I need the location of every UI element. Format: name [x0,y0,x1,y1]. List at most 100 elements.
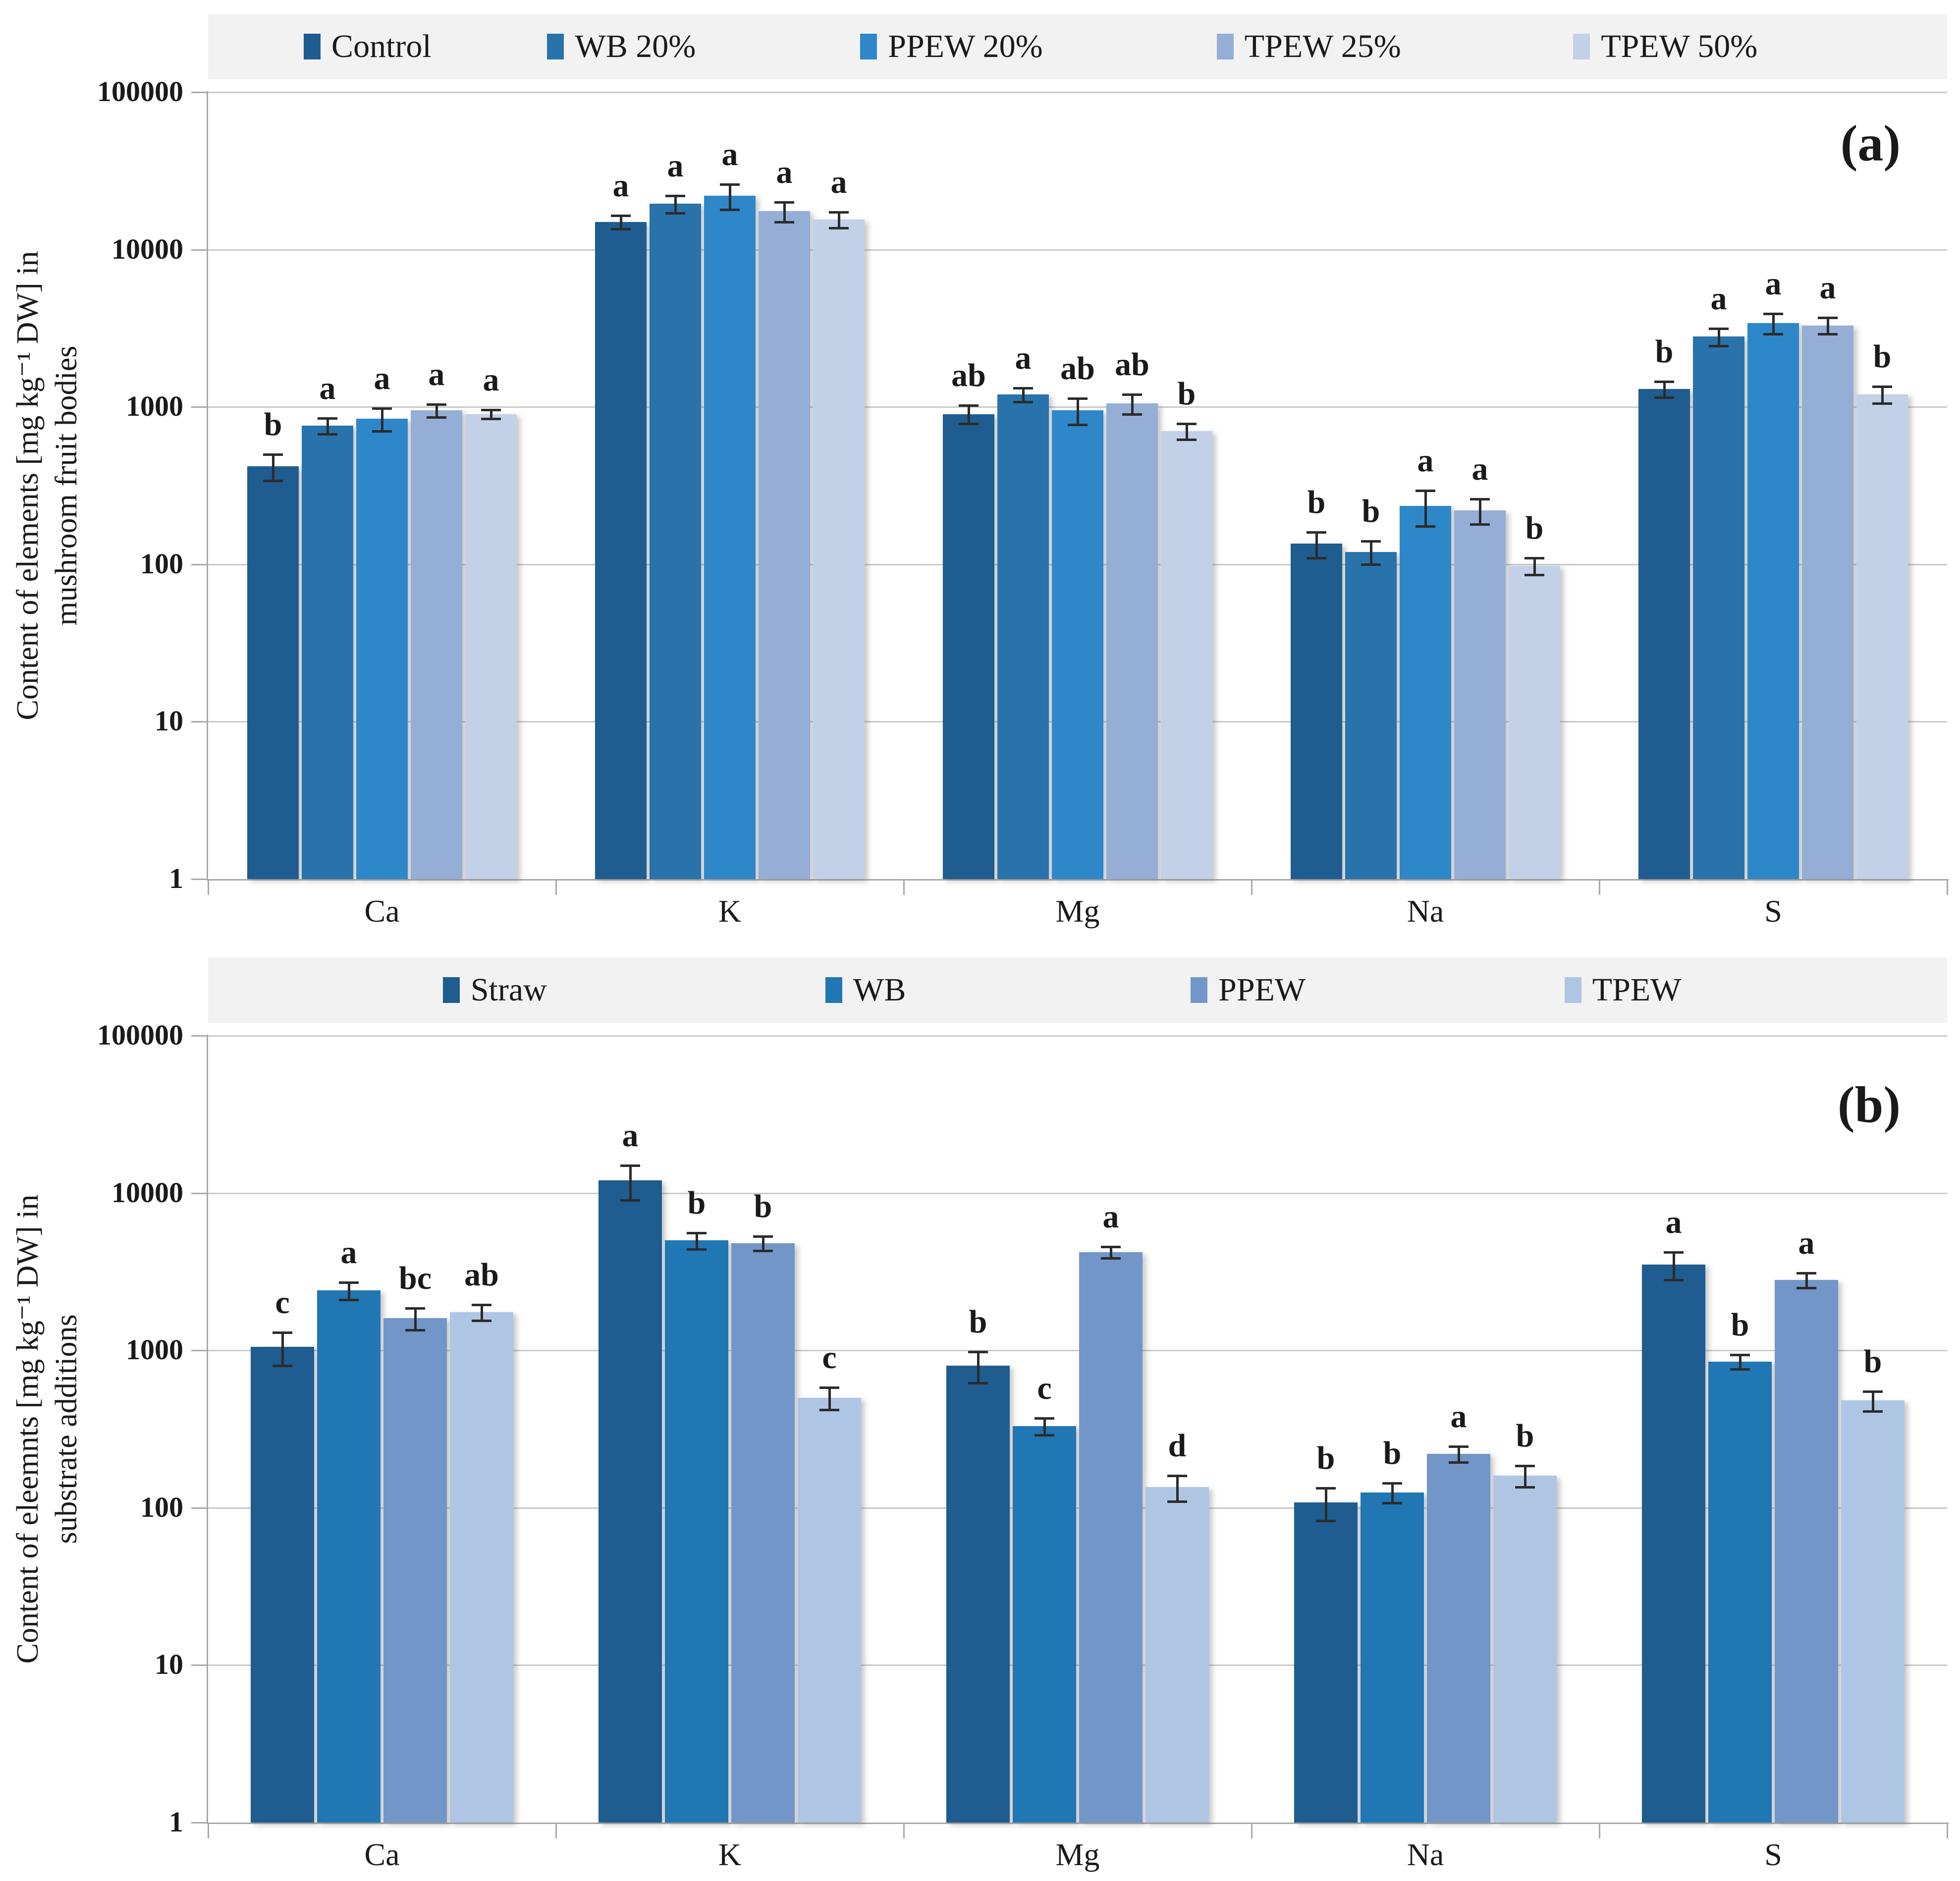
error-bar [272,454,274,481]
error-bar-cap-top [427,403,446,406]
bar [1775,1280,1838,1823]
x-axis-separator-tick [208,1823,209,1838]
legend-swatch [1573,34,1590,59]
sig-letter: d [1168,1427,1187,1464]
legend-label: TPEW 50% [1601,28,1758,64]
legend-label: PPEW [1218,972,1306,1008]
panel-b: Content of eleemnts [mg kg⁻¹ DW] in subs… [0,927,1960,1881]
legend-label: PPEW 20% [888,28,1043,64]
error-bar-cap-top [1122,393,1142,396]
bar [1708,1361,1772,1823]
sig-letter: b [1383,1435,1402,1472]
y-tick-mark [191,1350,208,1352]
sig-letter: b [1655,333,1674,370]
error-bar-cap-top [1307,531,1326,534]
error-bar-cap-top [1068,397,1088,400]
error-bar [326,418,329,435]
error-bar-cap-bottom [665,212,685,215]
error-bar-cap-top [753,1235,773,1238]
error-bar-cap-top [1730,1353,1750,1356]
bar [450,1312,513,1823]
bar [1802,325,1853,879]
error-bar [1478,499,1481,524]
error-bar-cap-top [1872,385,1892,388]
error-bar [977,1351,980,1383]
error-bar-cap-bottom [1763,333,1783,336]
error-bar [1672,1252,1675,1280]
error-bar-cap-top [1382,1482,1402,1485]
bar [946,1365,1010,1823]
sig-letter: a [667,147,684,184]
error-bar [619,215,622,229]
error-bar-cap-top [1449,1445,1469,1448]
legend-item: TPEW [1564,957,1682,1023]
sig-letter: b [1177,376,1196,412]
x-axis-separator-tick [555,879,557,895]
error-bar-cap-top [481,408,501,411]
error-bar-cap-top [774,201,794,204]
bar [1454,510,1506,879]
error-bar [1369,541,1372,564]
error-bar-cap-bottom [1797,1286,1816,1289]
x-axis-separator-tick [903,879,905,895]
bar [1294,1502,1358,1823]
bar [798,1397,861,1823]
error-bar-cap-bottom [1524,573,1544,576]
error-bar-cap-top [1101,1246,1121,1249]
y-axis-title-a-line1: Content of elements [mg kg⁻¹ DW] in [11,251,45,720]
legend-swatch [1191,977,1208,1003]
error-bar-cap-bottom [819,1408,839,1411]
legend-label: TPEW [1592,972,1682,1008]
error-bar-cap-bottom [1122,413,1142,416]
error-bar-cap-bottom [1177,439,1197,442]
error-bar [1185,424,1188,440]
error-bar-cap-bottom [472,1319,491,1322]
legend-item: Control [304,14,432,79]
error-bar-cap-bottom [611,228,631,231]
sig-letter: b [1361,493,1380,530]
bar [943,414,994,879]
y-tick-mark [191,92,208,93]
error-bar-cap-bottom [829,227,849,230]
error-bar-cap-top [1416,489,1435,492]
error-bar-cap-top [1167,1474,1187,1477]
sig-letter: a [622,1117,639,1154]
error-bar-cap-bottom [339,1298,359,1301]
bar [317,1290,381,1823]
legend-item: PPEW [1191,957,1306,1023]
sig-letter: a [374,360,390,396]
y-tick-mark [191,563,208,565]
error-bar [1131,394,1134,414]
sig-letter: a [830,164,847,200]
error-bar-cap-top [1709,327,1729,330]
error-bar [728,184,731,210]
legend-swatch [825,977,843,1003]
category-label: Mg [1055,1837,1100,1872]
error-bar-cap-bottom [687,1248,707,1251]
error-bar [1109,1247,1112,1259]
error-bar [1457,1446,1460,1462]
y-axis-title-a: Content of elements [mg kg⁻¹ DW] in mush… [8,251,86,720]
bar [1145,1487,1209,1823]
sig-letter: c [275,1284,290,1321]
error-bar-cap-top [720,183,740,186]
y-tick-label: 100000 [97,1019,183,1051]
y-tick-mark [191,1822,208,1824]
error-bar-cap-top [1818,316,1838,319]
error-bar-cap-bottom [1818,333,1838,336]
x-axis-separator-tick [1251,1823,1252,1838]
y-tick-label: 10000 [111,232,183,265]
gridline [208,1035,1947,1037]
error-bar [414,1308,417,1330]
category-label: Mg [1055,893,1100,929]
error-bar-cap-top [1316,1487,1336,1490]
legend-item: TPEW 25% [1216,14,1401,79]
bar [1642,1265,1705,1823]
legend-label: WB [853,972,906,1008]
error-bar [1424,490,1427,526]
category-label: Na [1407,893,1444,929]
bar [731,1243,795,1823]
y-tick-label: 100000 [97,75,183,108]
